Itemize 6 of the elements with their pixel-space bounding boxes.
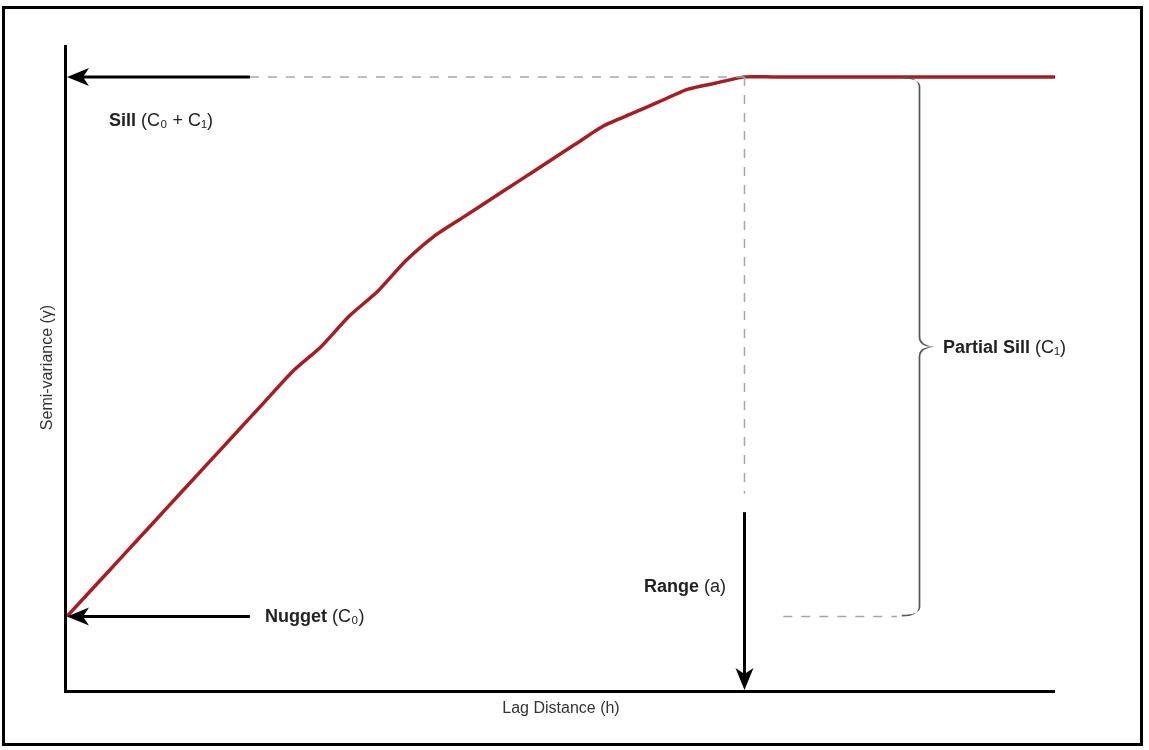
y-axis-title: Semi-variance (γ) — [37, 304, 55, 431]
ref-line-label: Sill (C₀ + C₁) — [109, 110, 214, 130]
annotation: Nugget (C₀) — [265, 606, 365, 626]
annotation: Range (a) — [644, 576, 727, 596]
x-axis-title: Lag Distance (h) — [502, 699, 620, 717]
annotation: Partial Sill (C₁) — [943, 337, 1067, 357]
